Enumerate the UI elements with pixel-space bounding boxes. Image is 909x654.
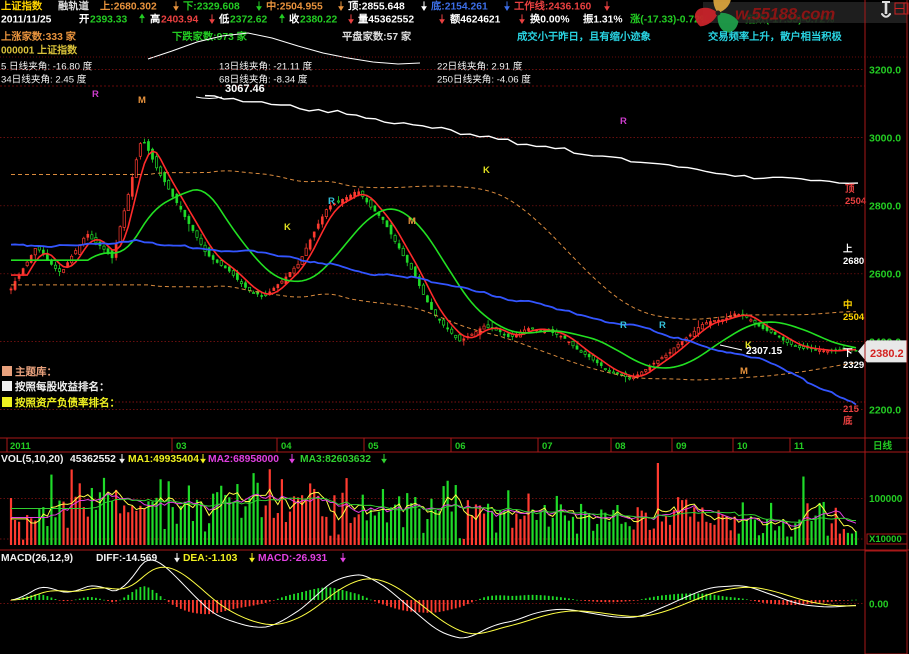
svg-text:2200.0: 2200.0 xyxy=(869,405,901,417)
svg-text:0.00: 0.00 xyxy=(869,600,889,611)
svg-text:低: 低 xyxy=(218,13,230,26)
svg-text:2800.0: 2800.0 xyxy=(869,201,901,213)
svg-text:215: 215 xyxy=(843,404,860,415)
svg-text:中: 中 xyxy=(843,299,853,311)
svg-text:平盘家数:57 家: 平盘家数:57 家 xyxy=(342,30,412,43)
svg-text:按照资产负债率排名：: 按照资产负债率排名： xyxy=(15,396,120,409)
svg-text:成交小于昨日，且有缩小迹象: 成交小于昨日，且有缩小迹象 xyxy=(517,30,652,43)
svg-text:VOL(5,10,20): VOL(5,10,20) xyxy=(1,454,63,465)
svg-text:MACD:-26.931: MACD:-26.931 xyxy=(258,553,328,564)
svg-text:000001 上证指数: 000001 上证指数 xyxy=(1,44,78,57)
svg-text:上: 上 xyxy=(843,243,853,255)
svg-text:34日线夹角: 2.45 度: 34日线夹角: 2.45 度 xyxy=(1,74,87,86)
svg-text:05: 05 xyxy=(368,441,379,452)
svg-text:3067.46: 3067.46 xyxy=(225,83,265,95)
svg-text:5 日线夹角: -16.80 度: 5 日线夹角: -16.80 度 xyxy=(1,61,93,73)
svg-text:13日线夹角: -21.11 度: 13日线夹角: -21.11 度 xyxy=(219,61,313,73)
svg-text:MA1:49935404: MA1:49935404 xyxy=(128,454,199,465)
svg-text:M: M xyxy=(408,216,416,227)
svg-text:2307.15: 2307.15 xyxy=(746,346,783,357)
svg-text:2504: 2504 xyxy=(845,196,867,207)
svg-text:2380.22: 2380.22 xyxy=(300,15,337,26)
svg-text:250日线夹角: -4.06 度: 250日线夹角: -4.06 度 xyxy=(437,74,531,86)
svg-text:交易频率上升，散户相当积极: 交易频率上升，散户相当积极 xyxy=(708,30,843,43)
svg-text:下:2329.608: 下:2329.608 xyxy=(183,1,240,13)
svg-text:09: 09 xyxy=(676,441,687,452)
svg-text:量45362552: 量45362552 xyxy=(358,13,414,26)
svg-text:下跌家数:973 家: 下跌家数:973 家 xyxy=(172,30,248,43)
svg-text:3000.0: 3000.0 xyxy=(869,132,901,144)
svg-text:开: 开 xyxy=(79,14,89,26)
svg-text:07: 07 xyxy=(542,441,553,452)
svg-text:R: R xyxy=(659,320,666,331)
svg-text:10: 10 xyxy=(737,441,748,452)
svg-text:04: 04 xyxy=(281,441,292,452)
svg-text:3200.0: 3200.0 xyxy=(869,65,901,77)
svg-text:按照每股收益排名：: 按照每股收益排名： xyxy=(15,380,110,393)
svg-text:100000: 100000 xyxy=(869,494,903,505)
svg-text:顶: 顶 xyxy=(845,184,855,195)
svg-text:底: 底 xyxy=(842,415,853,427)
svg-text:2504: 2504 xyxy=(843,312,865,323)
svg-text:M: M xyxy=(740,366,748,377)
svg-text:DEA:-1.103: DEA:-1.103 xyxy=(183,553,238,564)
svg-text:R: R xyxy=(92,89,99,100)
svg-text:06: 06 xyxy=(455,441,466,452)
svg-text:主题库：: 主题库： xyxy=(15,365,57,378)
svg-text:2680: 2680 xyxy=(843,256,864,267)
svg-text:2393.33: 2393.33 xyxy=(90,15,127,26)
svg-text:MA3:82603632: MA3:82603632 xyxy=(300,454,371,465)
svg-text:DIFF:-14.569: DIFF:-14.569 xyxy=(96,553,158,564)
svg-text:K: K xyxy=(483,165,490,176)
svg-text:R: R xyxy=(620,116,627,127)
svg-text:w.55188.com: w.55188.com xyxy=(735,5,835,24)
svg-text:R: R xyxy=(328,196,335,207)
svg-text:振1.31%: 振1.31% xyxy=(583,13,623,26)
svg-text:03: 03 xyxy=(176,441,187,452)
svg-text:2372.62: 2372.62 xyxy=(230,15,267,26)
svg-text:MA2:68958000: MA2:68958000 xyxy=(208,454,279,465)
svg-text:2011/11/25: 2011/11/25 xyxy=(1,15,52,26)
svg-text:额4624621: 额4624621 xyxy=(450,13,501,26)
svg-text:融轨道: 融轨道 xyxy=(58,0,90,13)
svg-text:上:2680.302: 上:2680.302 xyxy=(100,0,157,13)
svg-text:22日线夹角: 2.91 度: 22日线夹角: 2.91 度 xyxy=(437,61,523,73)
svg-text:工作线:2436.160: 工作线:2436.160 xyxy=(514,0,592,13)
svg-text:2403.94: 2403.94 xyxy=(161,15,198,26)
svg-text:高: 高 xyxy=(150,13,160,26)
svg-text:底:2154.261: 底:2154.261 xyxy=(431,0,488,13)
svg-text:08: 08 xyxy=(615,441,626,452)
svg-text:上证指数: 上证指数 xyxy=(1,0,43,13)
svg-text:日线: 日线 xyxy=(873,440,893,452)
svg-text:上涨家数:333 家: 上涨家数:333 家 xyxy=(1,30,77,43)
svg-text:M: M xyxy=(138,95,146,106)
svg-text:11: 11 xyxy=(794,441,805,452)
svg-text:2011: 2011 xyxy=(10,441,31,452)
svg-text:换0.00%: 换0.00% xyxy=(530,13,570,26)
svg-text:R: R xyxy=(620,320,627,331)
svg-text:X10000: X10000 xyxy=(869,534,902,545)
svg-text:中:2504.955: 中:2504.955 xyxy=(266,0,323,13)
svg-text:2380.2: 2380.2 xyxy=(870,348,904,360)
svg-text:收: 收 xyxy=(289,13,300,26)
svg-text:下: 下 xyxy=(843,348,853,359)
svg-text:K: K xyxy=(284,222,291,233)
svg-text:顶:2855.648: 顶:2855.648 xyxy=(348,1,405,13)
svg-text:45362552: 45362552 xyxy=(70,454,116,465)
svg-text:2600.0: 2600.0 xyxy=(869,269,901,281)
svg-text:MACD(26,12,9): MACD(26,12,9) xyxy=(1,553,73,564)
svg-text:2329: 2329 xyxy=(843,360,864,371)
